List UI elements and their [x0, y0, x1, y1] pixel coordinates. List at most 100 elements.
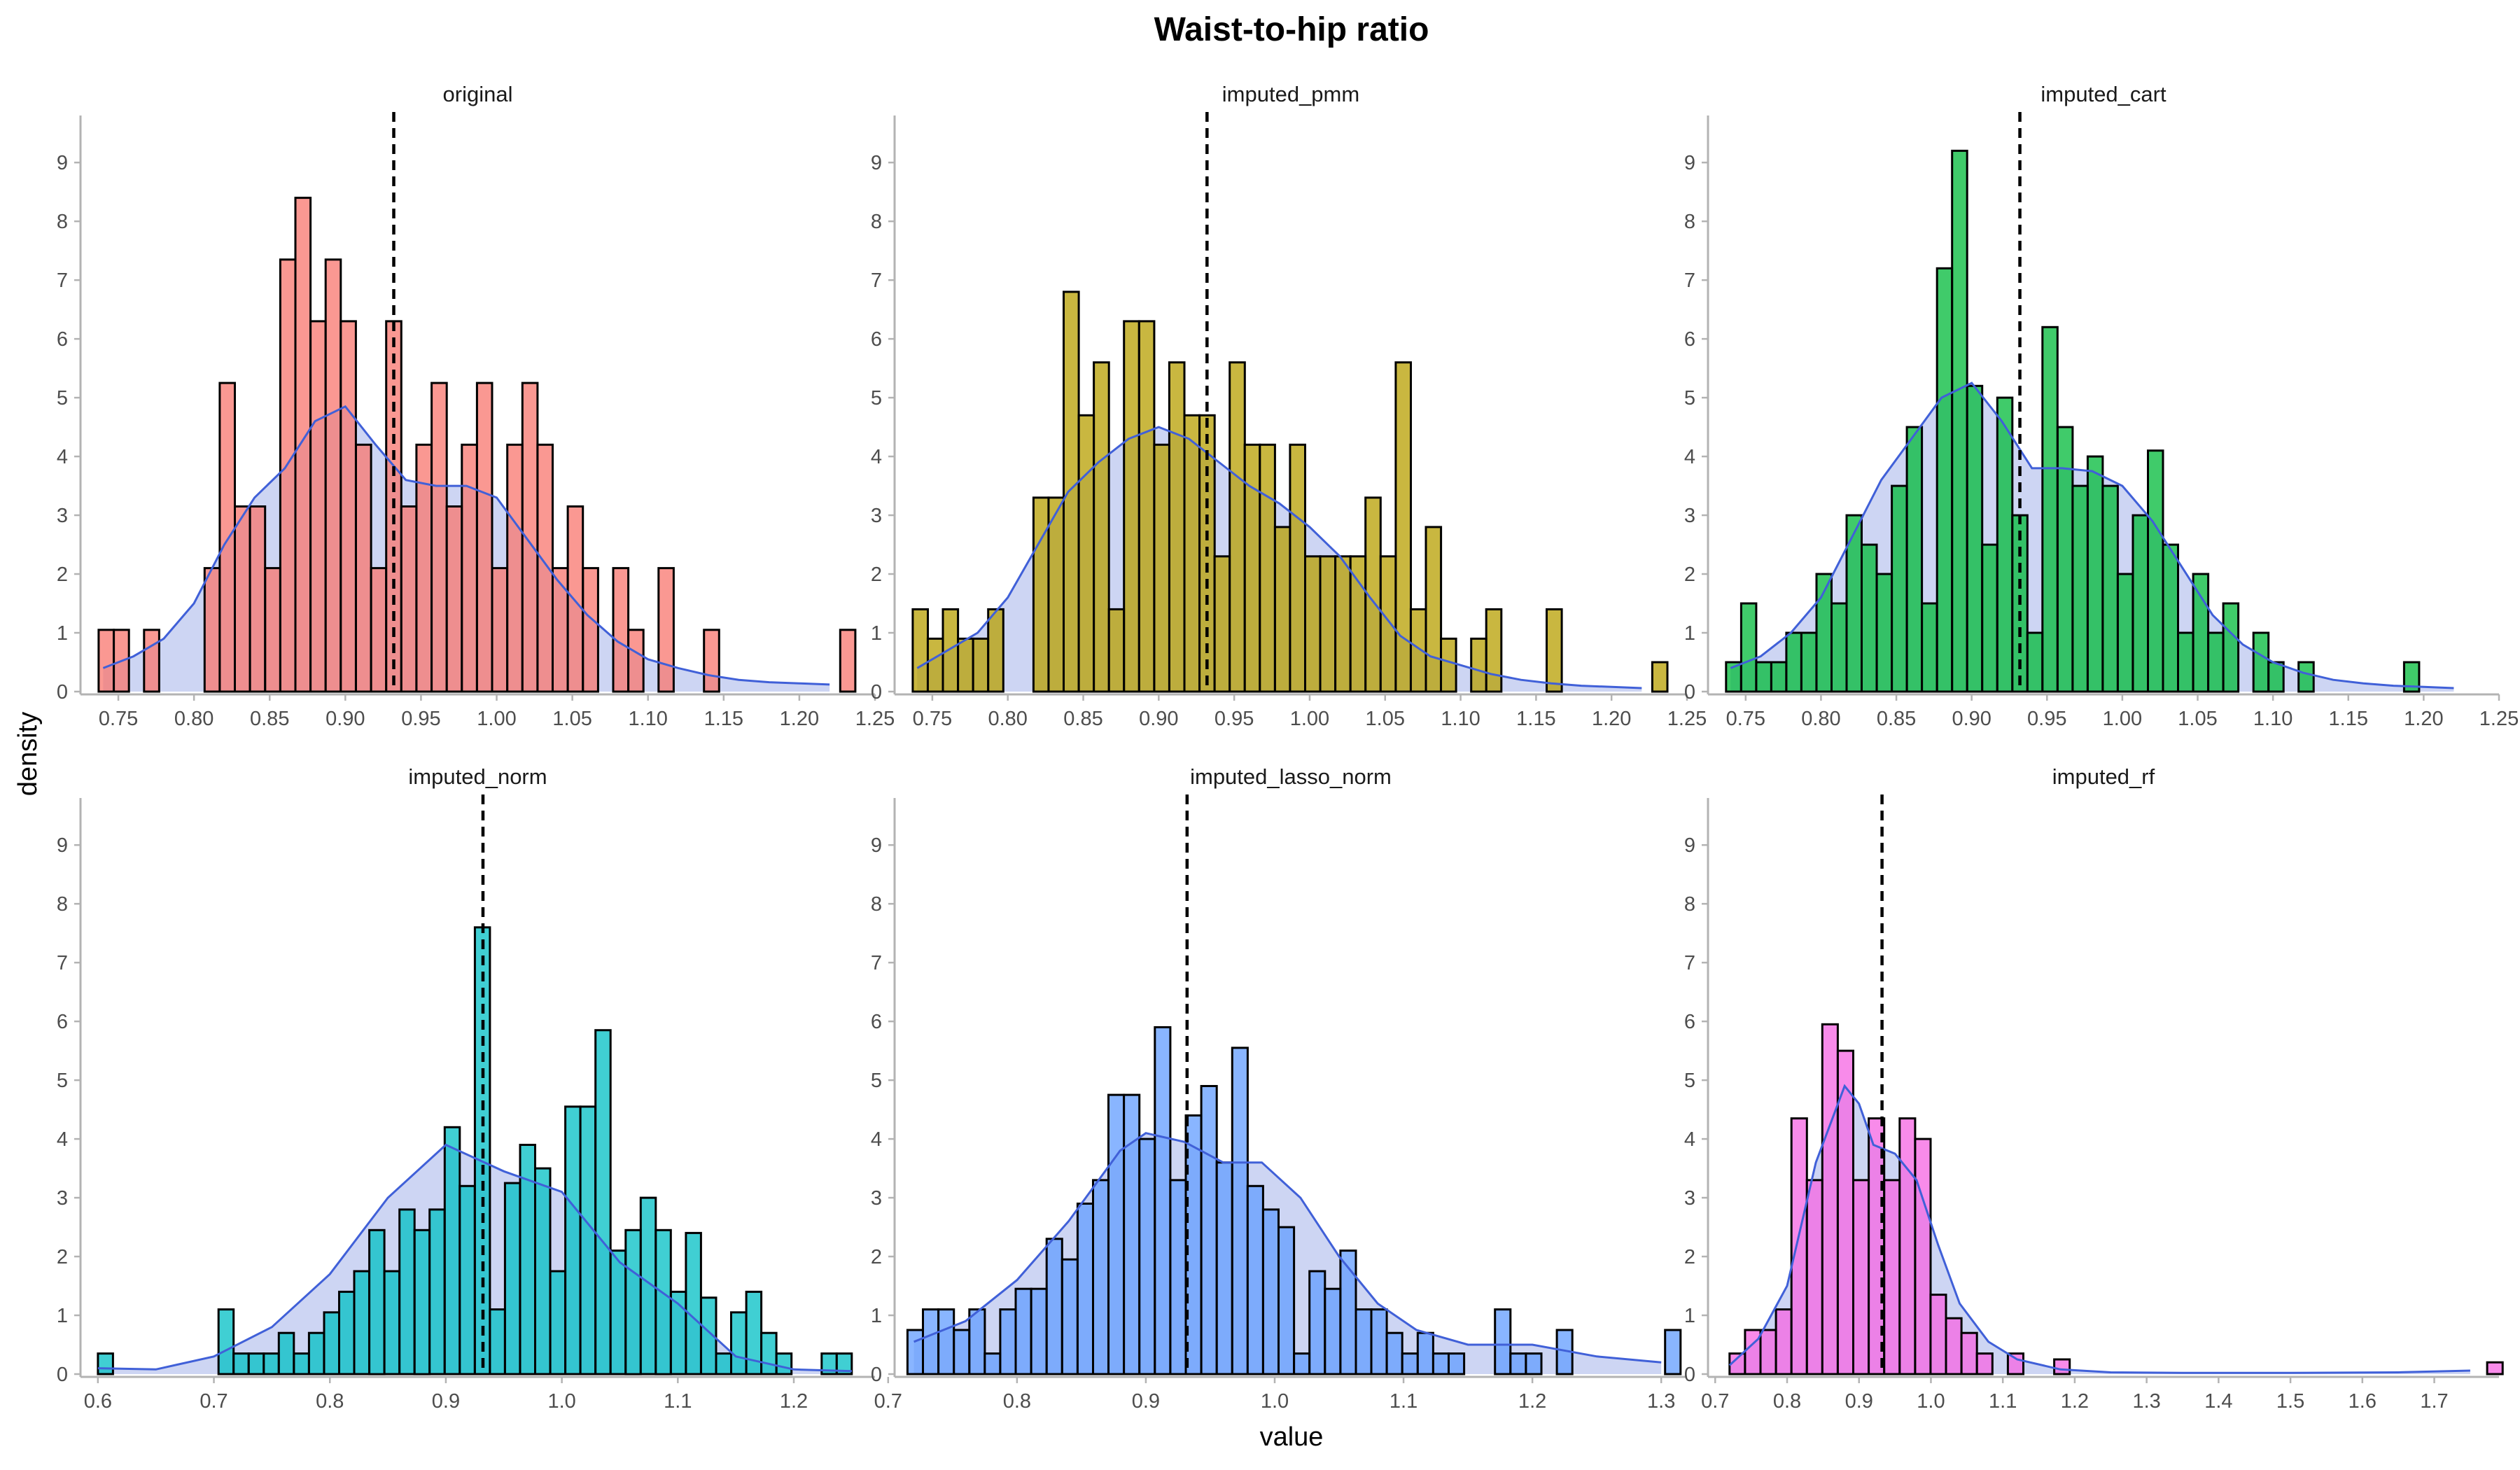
y-tick-label: 2	[57, 564, 68, 586]
y-tick-label: 6	[871, 328, 882, 351]
histogram-bar	[1385, 1331, 1404, 1376]
y-tick-label: 9	[57, 152, 68, 174]
histogram-bar	[1448, 1352, 1466, 1376]
x-tick-label: 1.25	[2479, 708, 2519, 730]
y-tick-label: 6	[871, 1011, 882, 1033]
x-tick-label: 0.75	[99, 708, 138, 730]
x-tick-label: 0.80	[988, 708, 1027, 730]
histogram-bar	[612, 567, 630, 693]
x-tick-label: 0.9	[432, 1390, 460, 1413]
x-tick-label: 1.3	[2132, 1390, 2160, 1413]
density-line	[97, 1143, 852, 1373]
histogram-bar	[1981, 543, 1998, 693]
y-tick-label: 8	[57, 211, 68, 233]
y-tick-label: 2	[1684, 564, 1695, 586]
histogram-bar	[552, 567, 569, 693]
x-tick-label: 0.75	[913, 708, 952, 730]
y-tick-label: 1	[1684, 1305, 1695, 1327]
y-tick-label: 5	[1684, 387, 1695, 410]
histogram-bar	[1092, 1179, 1110, 1376]
histogram-bar	[1324, 1287, 1342, 1376]
x-tick-label: 1.25	[855, 708, 895, 730]
x-tick-label: 1.00	[477, 708, 516, 730]
histogram-bar	[1432, 1352, 1450, 1376]
histogram-bar	[398, 1208, 416, 1376]
x-tick-label: 0.85	[1877, 708, 1916, 730]
histogram-bar	[1416, 1331, 1434, 1376]
histogram-bar	[700, 1296, 718, 1376]
histogram-bar	[413, 1228, 431, 1376]
y-tick-label: 9	[871, 152, 882, 174]
histogram-bar	[2101, 484, 2119, 693]
panel-label: imputed_norm	[408, 764, 547, 789]
histogram-bar	[1278, 1226, 1296, 1376]
histogram-bar	[1401, 1352, 1419, 1376]
histogram-bar	[983, 1352, 1002, 1376]
y-axis-title: density	[13, 712, 43, 796]
y-tick-label: 7	[871, 270, 882, 292]
y-tick-label: 3	[871, 505, 882, 527]
histogram-bar	[503, 1182, 522, 1376]
histogram-bar	[1379, 555, 1397, 693]
histogram-bar	[355, 443, 372, 693]
histogram-bar	[1485, 608, 1503, 693]
y-tick-label: 8	[871, 893, 882, 916]
histogram-bar	[218, 382, 236, 693]
y-tick-label: 6	[57, 1011, 68, 1033]
x-tick-label: 1.05	[552, 708, 592, 730]
x-tick-label: 1.0	[1917, 1390, 1945, 1413]
y-tick-label: 8	[1684, 211, 1695, 233]
y-tick-label: 7	[1684, 270, 1695, 292]
histogram-bar	[937, 1308, 955, 1376]
x-tick-label: 1.1	[1390, 1390, 1418, 1413]
histogram-bar	[1228, 361, 1246, 693]
x-tick-label: 1.10	[2253, 708, 2292, 730]
x-tick-label: 1.15	[2329, 708, 2368, 730]
histogram-bar	[338, 1290, 356, 1376]
histogram-bar	[262, 1352, 280, 1376]
histogram-bar	[1651, 661, 1669, 693]
histogram-bar	[1308, 1270, 1326, 1376]
x-tick-label: 1.2	[780, 1390, 808, 1413]
histogram-bar	[536, 443, 554, 693]
density-line	[913, 1132, 1662, 1364]
x-tick-label: 0.90	[326, 708, 365, 730]
y-tick-label: 8	[871, 211, 882, 233]
histogram-bar	[1273, 526, 1292, 693]
histogram-bar	[1289, 443, 1307, 693]
histogram-bar	[968, 1308, 986, 1376]
panel-label: imputed_rf	[2052, 764, 2155, 789]
histogram-bar	[972, 637, 990, 693]
histogram-bar	[1231, 1046, 1249, 1376]
x-tick-label: 0.75	[1726, 708, 1765, 730]
histogram-bar	[1744, 1329, 1762, 1376]
y-tick-label: 5	[57, 1070, 68, 1092]
histogram-bar	[594, 1029, 612, 1376]
histogram-bar	[307, 1331, 326, 1376]
histogram-bar	[1293, 1352, 1311, 1376]
histogram-bar	[2132, 514, 2149, 693]
histogram-bar	[1370, 1308, 1388, 1376]
histogram-bar	[1740, 602, 1758, 693]
histogram-bar	[1123, 1093, 1141, 1376]
y-tick-label: 1	[871, 622, 882, 645]
y-tick-label: 4	[1684, 446, 1695, 468]
histogram-bar	[97, 1352, 114, 1376]
y-tick-label: 2	[1684, 1246, 1695, 1268]
histogram-bar	[2402, 661, 2421, 693]
histogram-bar	[987, 608, 1004, 693]
histogram-bar	[2267, 661, 2285, 693]
histogram-bar	[1168, 361, 1186, 693]
histogram-bar	[1354, 1308, 1373, 1376]
y-tick-label: 4	[57, 446, 68, 468]
y-tick-label: 4	[871, 446, 882, 468]
histogram-bar	[1996, 396, 2014, 693]
histogram-bar	[1319, 555, 1337, 693]
histogram-bar	[1200, 1085, 1218, 1376]
histogram-bar	[1107, 608, 1126, 693]
histogram-bar	[1045, 1238, 1063, 1376]
x-tick-label: 1.25	[1667, 708, 1707, 730]
histogram-bar	[2297, 661, 2315, 693]
histogram-bar	[1030, 1287, 1048, 1376]
histogram-bar	[1440, 637, 1457, 693]
